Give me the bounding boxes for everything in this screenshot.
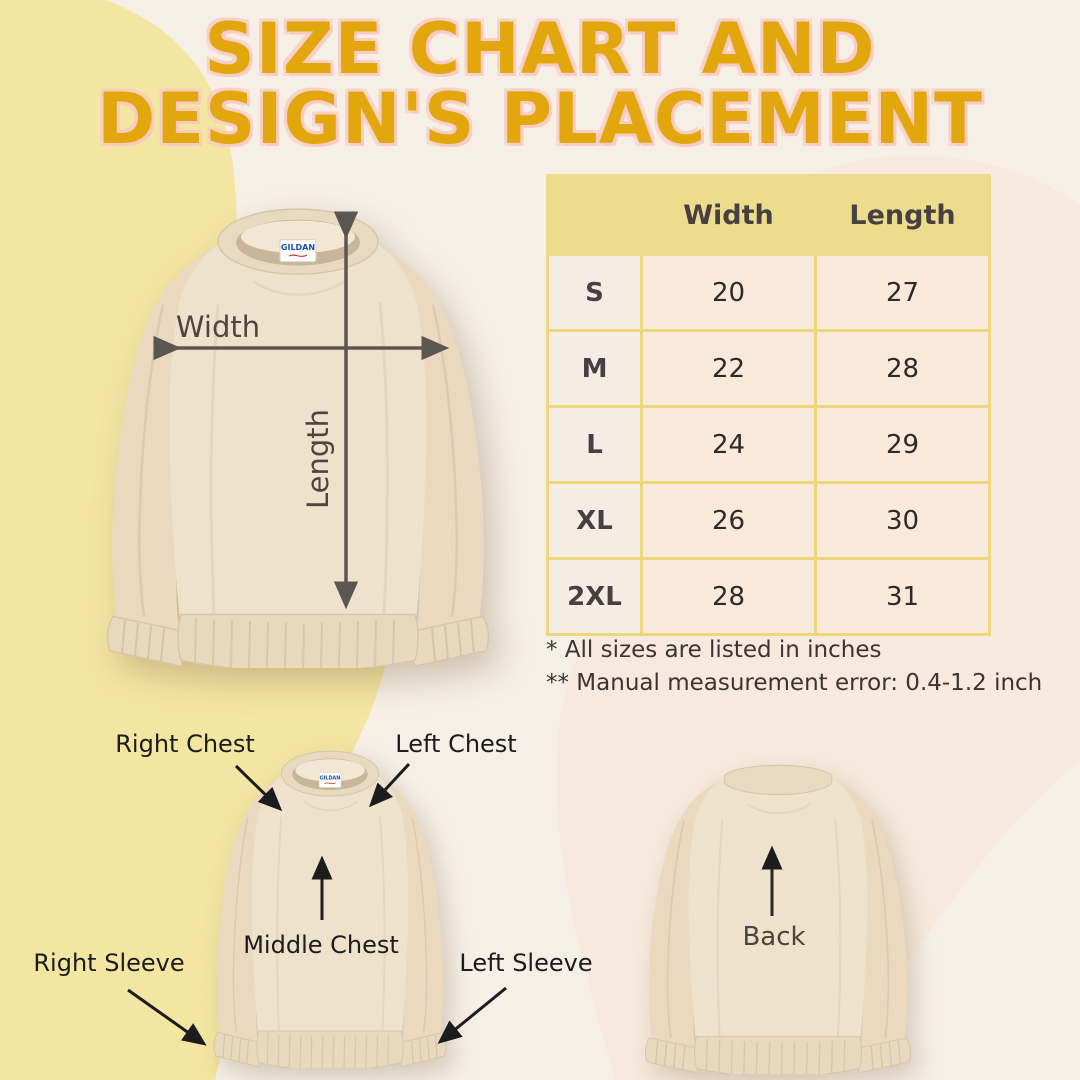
page-title: SIZE CHART AND DESIGN'S PLACEMENT [0, 14, 1080, 154]
table-row: S 20 27 [546, 253, 991, 332]
header-width-cell: Width [640, 174, 817, 256]
middle-chest-label: Middle Chest [243, 931, 399, 959]
length-value: 27 [814, 253, 991, 332]
length-value: 30 [814, 481, 991, 560]
length-measure-label: Length [301, 408, 335, 510]
sweatshirt-back-placement-illustration [618, 740, 938, 1074]
table-row: XL 26 30 [546, 481, 991, 560]
title-line-2: DESIGN'S PLACEMENT [97, 78, 983, 160]
note-inches: * All sizes are listed in inches [546, 637, 882, 663]
back-label: Back [742, 922, 806, 952]
table-header-row: Width Length [546, 174, 991, 256]
width-measure-label: Width [175, 310, 261, 344]
length-value: 29 [814, 405, 991, 484]
width-value: 26 [640, 481, 817, 560]
size-label: S [546, 253, 643, 332]
size-chart-table: Width Length S 20 27 M 22 28 L 24 29 XL … [546, 174, 991, 636]
header-size-cell [546, 174, 643, 256]
left-chest-label: Left Chest [395, 730, 517, 758]
width-value: 28 [640, 557, 817, 636]
left-sleeve-label: Left Sleeve [459, 949, 593, 977]
sweatshirt-front-placement-illustration [190, 738, 470, 1068]
title-line-1: SIZE CHART AND [204, 8, 876, 90]
size-label: L [546, 405, 643, 484]
length-value: 31 [814, 557, 991, 636]
note-error: ** Manual measurement error: 0.4-1.2 inc… [546, 670, 1043, 697]
width-value: 20 [640, 253, 817, 332]
size-chart-notes: * All sizes are listed in inches ** Manu… [546, 634, 1042, 701]
size-label: XL [546, 481, 643, 560]
width-value: 24 [640, 405, 817, 484]
right-sleeve-label: Right Sleeve [33, 949, 185, 977]
table-row: L 24 29 [546, 405, 991, 484]
sweatshirt-front-measurement-illustration [68, 190, 528, 668]
size-label: M [546, 329, 643, 408]
right-chest-label: Right Chest [115, 730, 255, 758]
table-row: 2XL 28 31 [546, 557, 991, 636]
length-value: 28 [814, 329, 991, 408]
size-label: 2XL [546, 557, 643, 636]
header-length-cell: Length [814, 174, 991, 256]
table-row: M 22 28 [546, 329, 991, 408]
width-value: 22 [640, 329, 817, 408]
